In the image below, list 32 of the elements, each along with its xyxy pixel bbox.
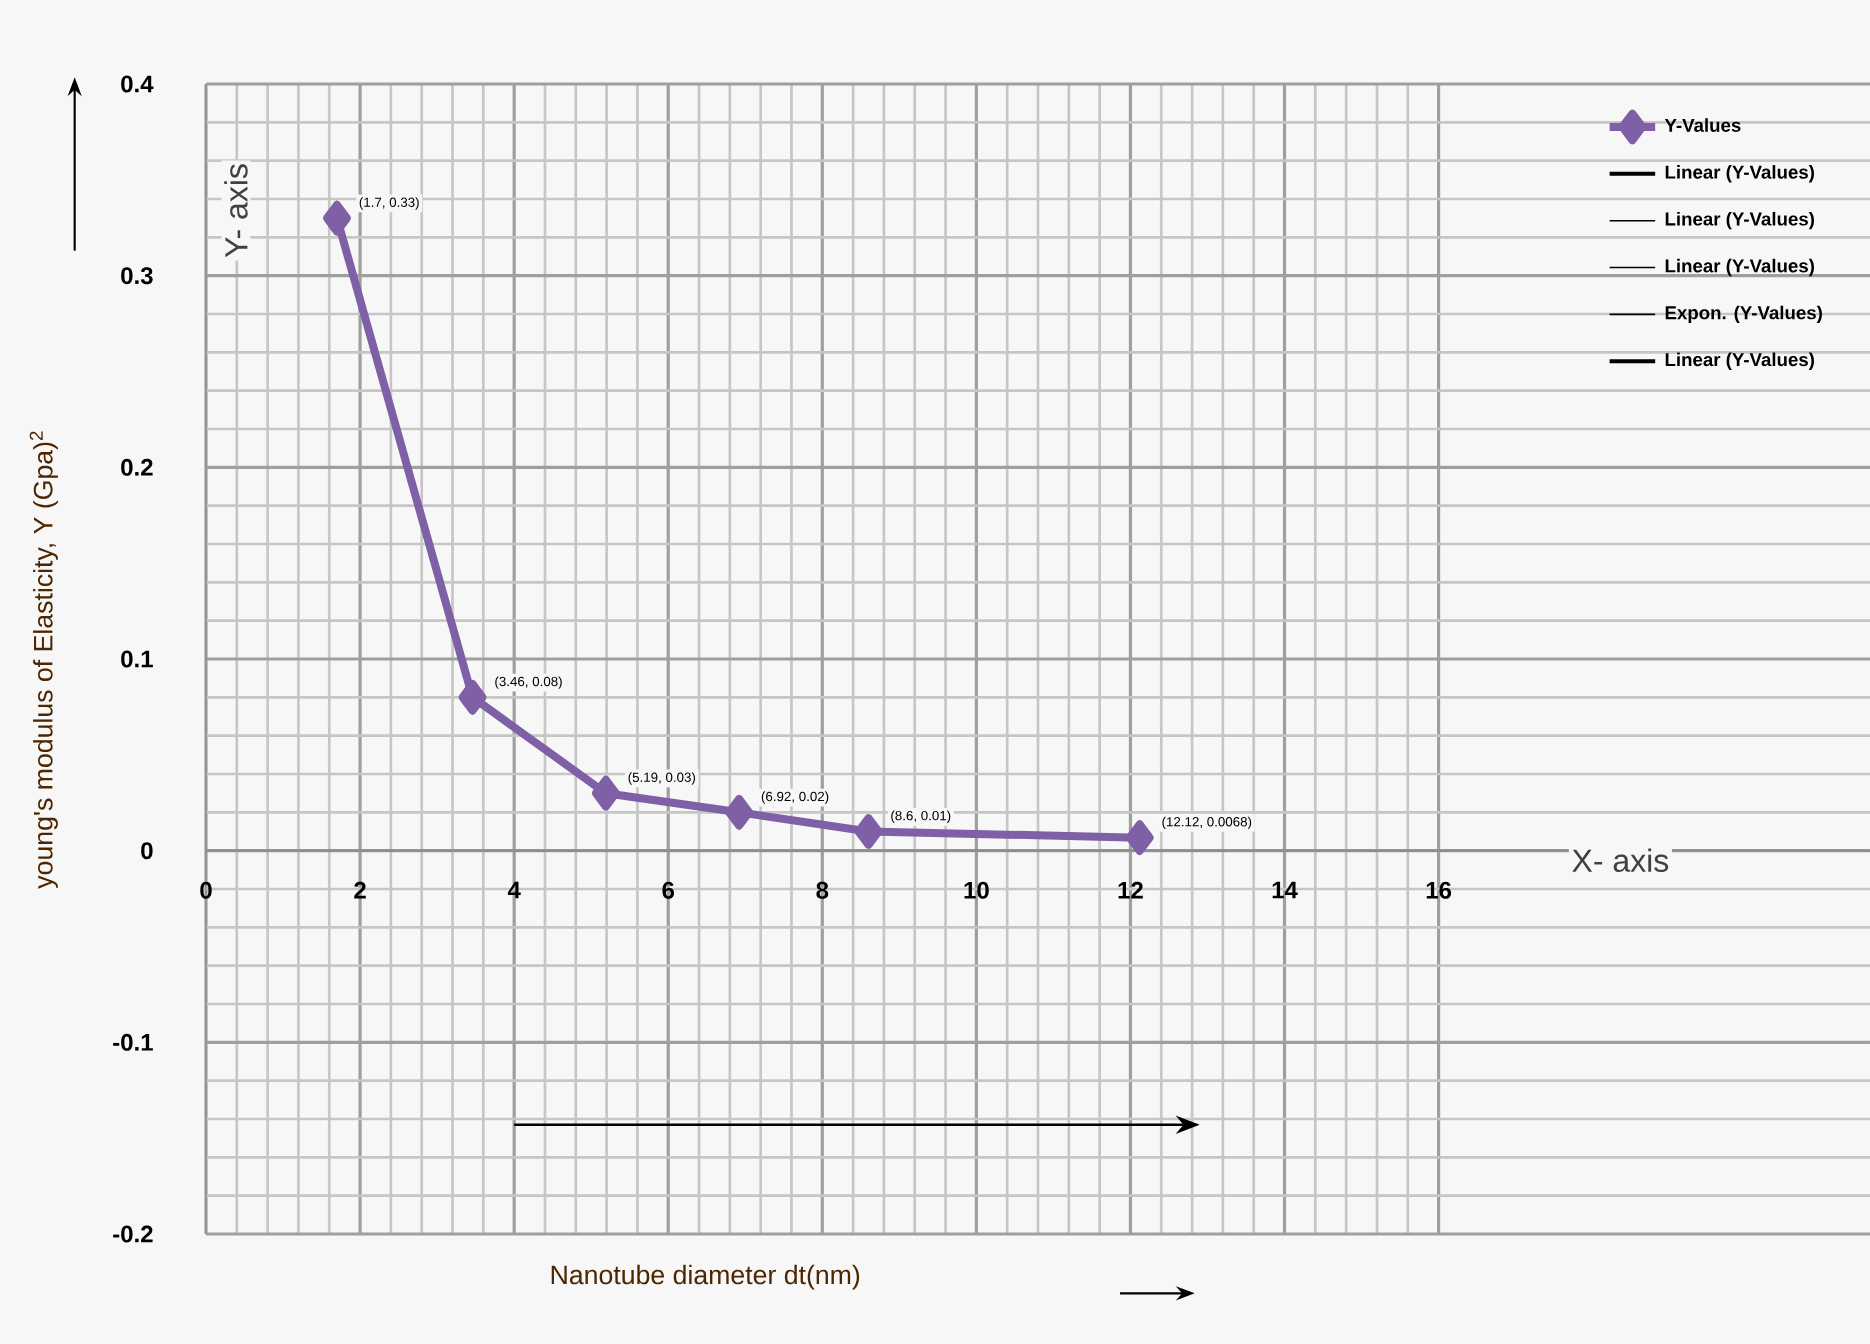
x-tick-label: 12: [1118, 881, 1143, 899]
x-tick-label: 0: [200, 881, 212, 899]
x-tick-label: 4: [507, 881, 521, 899]
y-tick-label: 0.2: [121, 458, 153, 476]
legend-label: Linear (Y-Values): [1665, 165, 1814, 183]
x-tick-label: 10: [964, 881, 989, 899]
point: [591, 775, 620, 811]
x-tick-label: 2: [354, 881, 366, 899]
point: [322, 200, 351, 236]
point: [725, 795, 754, 830]
y-tick-label: -0.1: [113, 1033, 153, 1051]
y-tick-label: 0.1: [121, 650, 153, 668]
y-tick-label: 0.3: [121, 267, 153, 285]
legend-label: Expon. (Y-Values): [1665, 305, 1822, 324]
point: [1125, 820, 1154, 855]
point: [458, 680, 487, 715]
y-tick-label: 0: [141, 842, 153, 860]
y-axis-title: young's modulus of Elasticity, Y (Gpa)$^{2}$: [29, 431, 58, 889]
x-axis-title: Nanotube diameter dt(nm): [551, 1264, 860, 1290]
x-tick-label: 16: [1426, 881, 1452, 899]
legend-label: Linear (Y-Values): [1665, 258, 1814, 277]
x-tick-label: 6: [662, 881, 675, 899]
x-tick-label: 8: [816, 881, 829, 899]
annotation: X- axis: [1572, 848, 1669, 872]
annotation: Y- axis: [224, 164, 248, 258]
x-tick-label: 14: [1272, 881, 1298, 899]
legend-label: Linear (Y-Values): [1665, 211, 1814, 230]
legend-label: Linear (Y-Values): [1665, 352, 1814, 370]
y-tick-label: -0.2: [113, 1225, 153, 1243]
y-tick-label: 0.4: [121, 75, 154, 93]
point: [854, 814, 883, 849]
legend-label: Y-Values: [1664, 118, 1741, 132]
